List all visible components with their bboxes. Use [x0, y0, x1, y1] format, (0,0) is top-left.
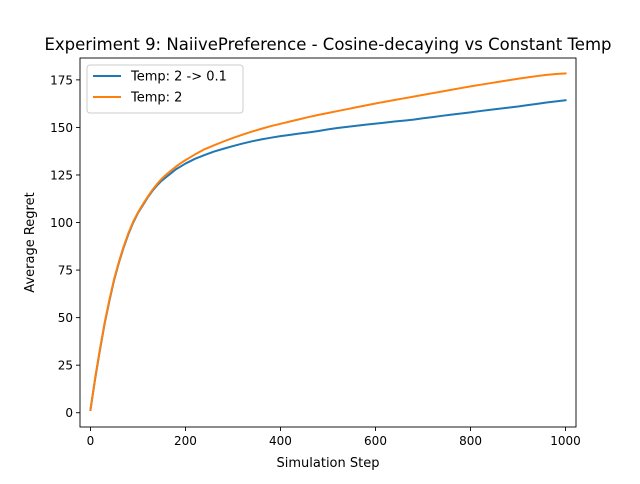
x-axis-ticks: 0 200 400 600 800 1000: [87, 427, 581, 448]
y-tick-label: 0: [65, 406, 73, 420]
x-tick-label: 0: [87, 434, 95, 448]
plot-lines: [89, 72, 567, 412]
legend-label-series-2: Temp: 2: [130, 91, 182, 106]
x-tick-label: 1000: [550, 434, 581, 448]
legend-box: [86, 64, 244, 114]
y-tick-label: 175: [50, 73, 73, 87]
y-tick-label: 150: [50, 121, 73, 135]
x-tick-label: 200: [174, 434, 197, 448]
x-tick-label: 600: [364, 434, 387, 448]
y-axis-ticks: 0 25 50 75 100 125 150 175: [50, 73, 80, 420]
chart-title: Experiment 9: NaiivePreference - Cosine-…: [44, 35, 611, 54]
legend: Temp: 2 -> 0.1 Temp: 2: [86, 64, 244, 114]
legend-label-series-1: Temp: 2 -> 0.1: [130, 70, 227, 85]
series-line-2: [89, 72, 567, 412]
y-tick-label: 75: [58, 264, 73, 278]
plot-area-frame: [79, 57, 577, 428]
y-tick-label: 100: [50, 216, 73, 230]
x-tick-label: 800: [459, 434, 482, 448]
x-tick-label: 400: [269, 434, 292, 448]
y-tick-label: 25: [58, 359, 73, 373]
x-axis-label: Simulation Step: [277, 456, 380, 471]
y-tick-label: 125: [50, 168, 73, 182]
y-axis-label: Average Regret: [23, 192, 38, 292]
y-tick-label: 50: [58, 311, 73, 325]
